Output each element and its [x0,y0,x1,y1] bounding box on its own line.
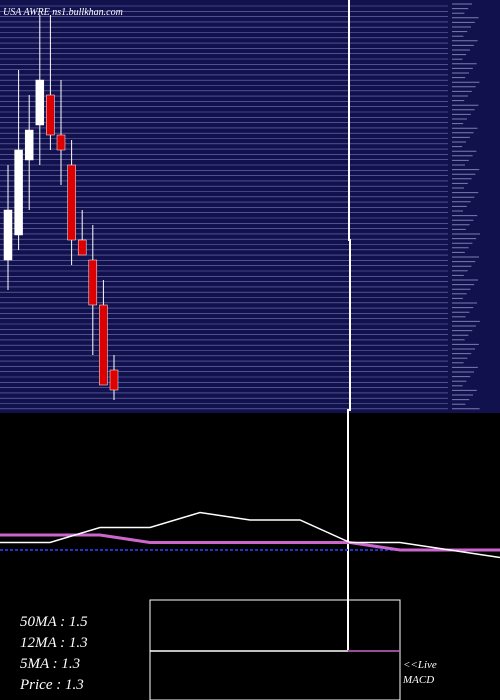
candle-body [77,239,87,256]
macd-box [149,599,401,700]
stat-5ma: 5MA : 1.3 [20,656,81,672]
ma-fast-line [0,511,500,559]
ticker-label: USA AWRE ns1.bullkhan.com [3,7,123,18]
candle-body [99,304,108,386]
candle-body [46,94,55,136]
candle-body [109,369,119,391]
candle-body [14,149,23,236]
candle-body [35,79,45,126]
candles [3,15,119,400]
macd-panel [149,599,401,700]
candle-body [3,209,13,261]
price-grid [0,5,448,410]
stat-12ma: 12MA : 1.3 [20,635,88,651]
macd-link[interactable]: <<Live MACD [403,658,437,688]
stat-50ma: 50MA : 1.5 [20,614,88,630]
ma-slow-line [0,533,500,552]
live-link-label[interactable]: <<Live [403,659,437,671]
macd-title: MACD [403,674,435,686]
stat-price: Price : 1.3 [20,677,84,693]
stats-panel: 50MA : 1.5 12MA : 1.3 5MA : 1.3 Price : … [20,612,88,696]
price-panel [0,0,500,413]
moving-averages [0,511,500,559]
right-price-scale [452,3,480,410]
candle-body [88,259,98,306]
cursor-vertical-line [347,0,351,650]
candle-body [24,129,34,161]
candle-body [56,134,66,151]
cursor-line [347,0,351,650]
candle-body [67,164,76,241]
